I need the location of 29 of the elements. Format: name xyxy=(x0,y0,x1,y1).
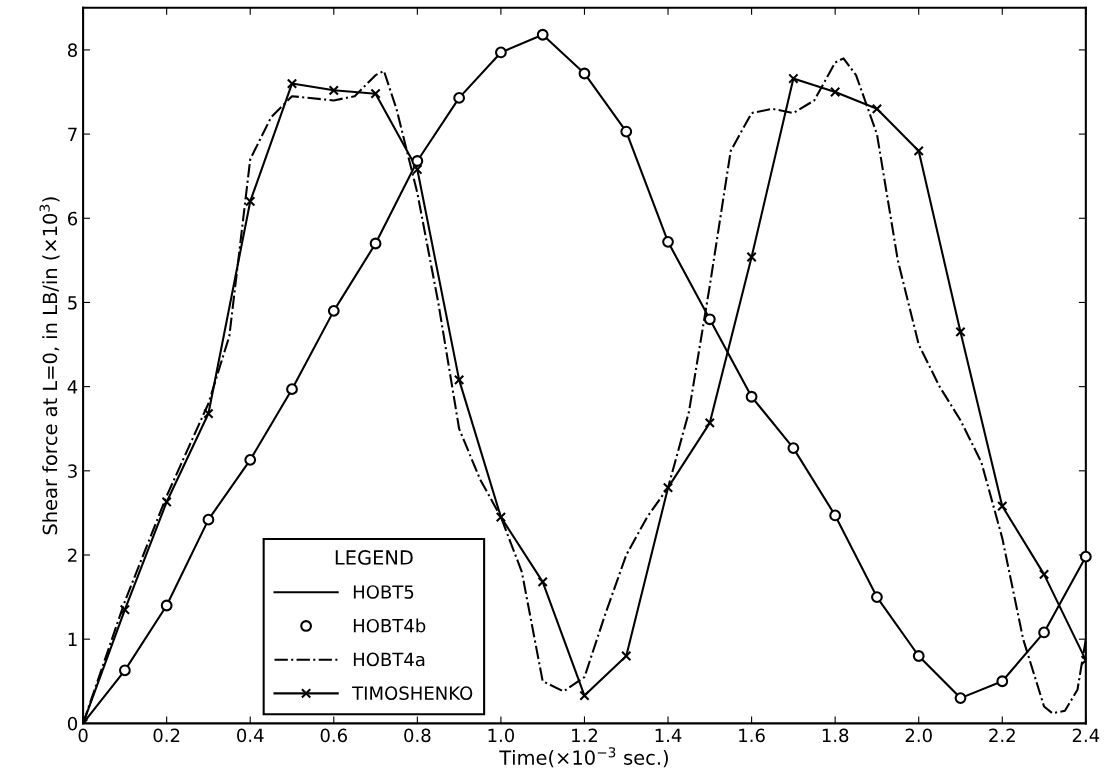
x-tick-label: 2.0 xyxy=(905,728,932,743)
x-tick-label: 1.2 xyxy=(572,728,598,742)
y-tick-label: 5 xyxy=(68,296,77,310)
x-tick-label: 1.0 xyxy=(488,728,515,743)
x-axis-title: Time(×10$^{−3}$ sec.) xyxy=(499,747,668,768)
x-tick-label: 2.4 xyxy=(1072,728,1100,742)
x-tick-label: 1.8 xyxy=(822,728,849,743)
x-tick-label: 0.6 xyxy=(320,728,348,743)
y-tick-label: 0 xyxy=(67,716,78,731)
y-tick-label: 3 xyxy=(68,464,77,478)
legend-label: TIMOSHENKO xyxy=(352,686,473,700)
x-tick-label: 1.6 xyxy=(739,728,765,743)
x-tick-label: 0.8 xyxy=(404,728,431,743)
y-tick-label: 2 xyxy=(68,548,77,562)
y-tick-label: 1 xyxy=(68,632,77,647)
legend-title: LEGEND xyxy=(335,550,413,565)
x-tick-label: 1.4 xyxy=(655,728,682,742)
y-tick-label: 4 xyxy=(67,380,78,394)
y-axis-title: Shear force at L=0, in LB/in (×10$^{3}$) xyxy=(39,197,60,535)
x-tick-label: 0 xyxy=(78,728,88,743)
x-tick-label: 0.2 xyxy=(153,728,180,743)
legend-label: HOBT5 xyxy=(353,585,414,599)
y-tick-label: 8 xyxy=(67,43,77,58)
y-tick-label: 7 xyxy=(68,127,77,141)
x-tick-label: 2.2 xyxy=(989,728,1015,742)
y-tick-label: 6 xyxy=(68,211,78,226)
x-tick-label: 0.4 xyxy=(237,728,264,743)
legend-label: HOBT4a xyxy=(353,652,425,667)
legend-label: HOBT4b xyxy=(353,618,426,633)
